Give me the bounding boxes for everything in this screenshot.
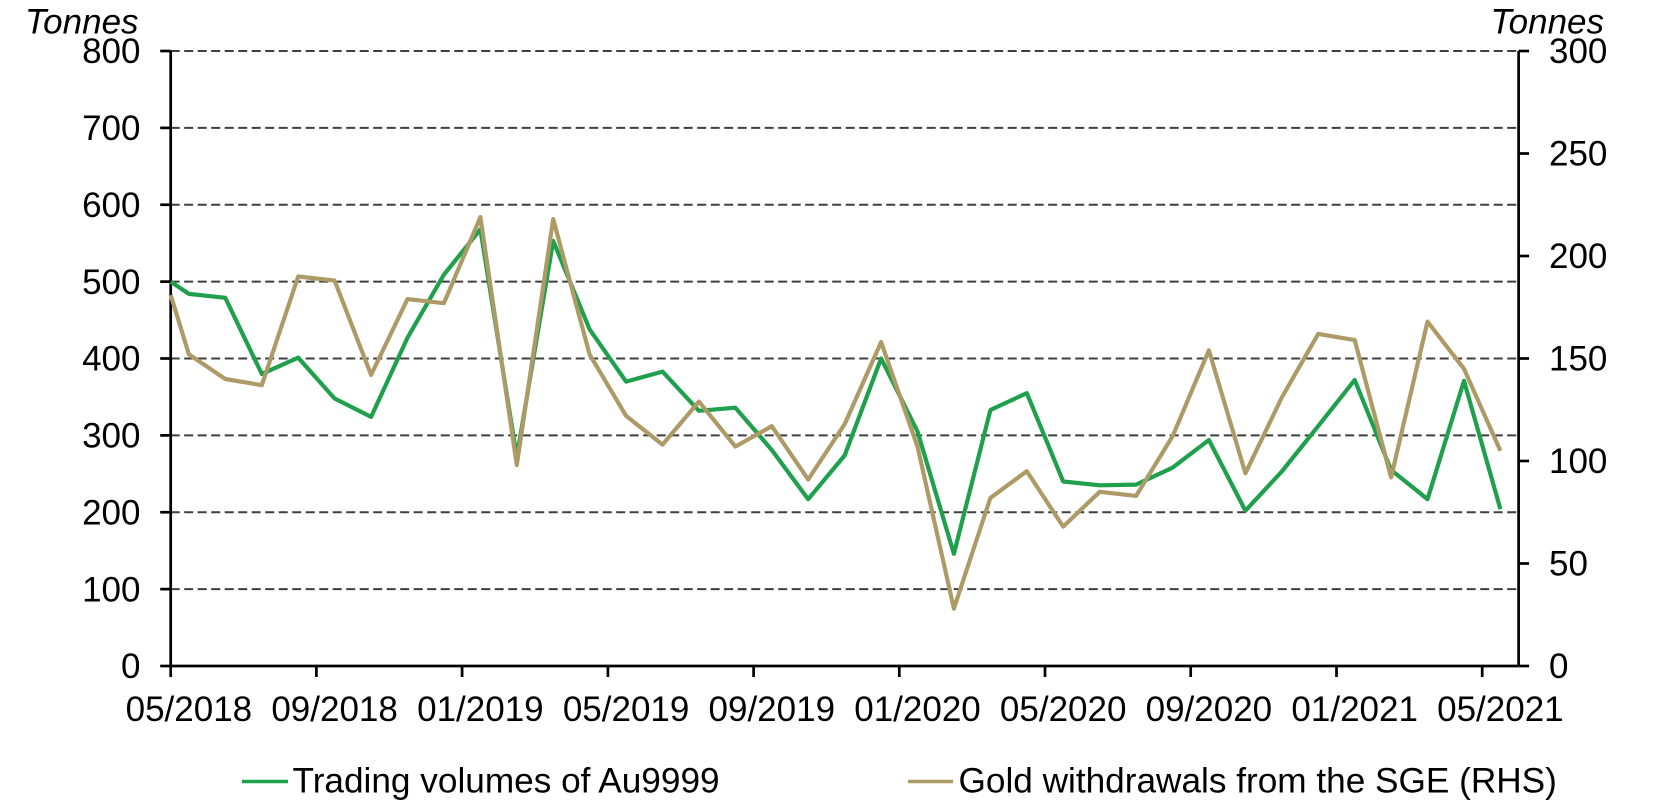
- svg-text:150: 150: [1549, 340, 1607, 379]
- svg-text:05/2021: 05/2021: [1437, 690, 1564, 729]
- svg-text:05/2018: 05/2018: [126, 690, 253, 729]
- svg-text:300: 300: [1549, 32, 1607, 71]
- svg-text:250: 250: [1549, 135, 1607, 174]
- svg-text:01/2021: 01/2021: [1291, 690, 1418, 729]
- svg-text:05/2019: 05/2019: [563, 690, 690, 729]
- svg-text:01/2019: 01/2019: [417, 690, 544, 729]
- svg-text:05/2020: 05/2020: [1000, 690, 1127, 729]
- svg-text:200: 200: [82, 493, 140, 532]
- svg-text:0: 0: [121, 647, 140, 686]
- svg-text:500: 500: [82, 263, 140, 302]
- svg-text:700: 700: [82, 109, 140, 148]
- svg-text:0: 0: [1549, 647, 1568, 686]
- svg-text:400: 400: [82, 340, 140, 379]
- svg-text:200: 200: [1549, 237, 1607, 276]
- svg-text:09/2020: 09/2020: [1146, 690, 1273, 729]
- svg-text:09/2018: 09/2018: [271, 690, 398, 729]
- svg-text:Tonnes: Tonnes: [1490, 3, 1604, 42]
- svg-text:800: 800: [82, 32, 140, 71]
- svg-text:Trading volumes of Au9999: Trading volumes of Au9999: [293, 761, 720, 800]
- svg-text:01/2020: 01/2020: [854, 690, 981, 729]
- svg-text:300: 300: [82, 417, 140, 456]
- svg-text:Tonnes: Tonnes: [25, 3, 139, 42]
- svg-text:100: 100: [1549, 442, 1607, 481]
- svg-text:600: 600: [82, 186, 140, 225]
- svg-text:09/2019: 09/2019: [709, 690, 836, 729]
- svg-text:100: 100: [82, 570, 140, 609]
- svg-text:50: 50: [1549, 545, 1588, 584]
- svg-text:Gold withdrawals from the SGE: Gold withdrawals from the SGE (RHS): [959, 761, 1557, 800]
